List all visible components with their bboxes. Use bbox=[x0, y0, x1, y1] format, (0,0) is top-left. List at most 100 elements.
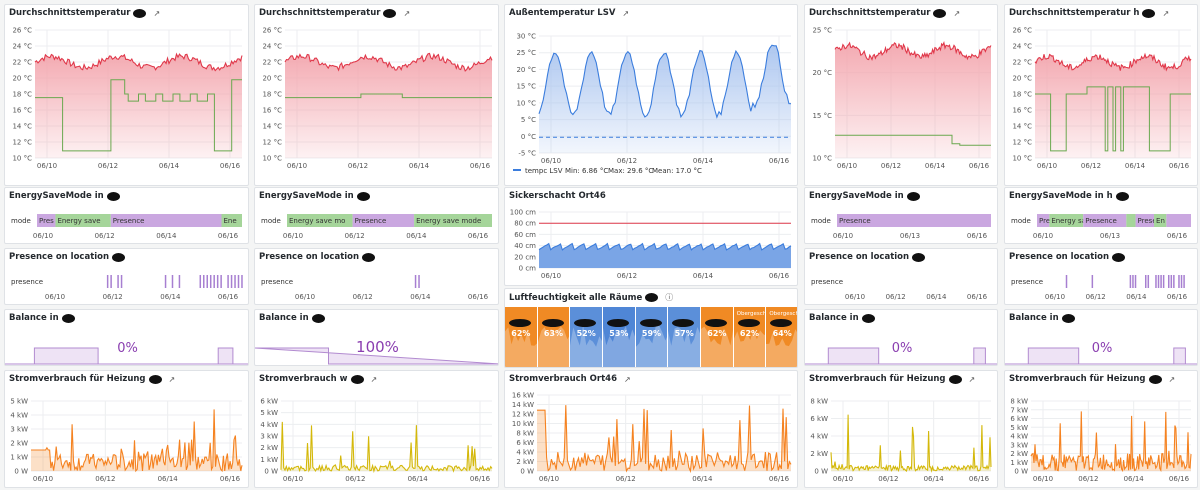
state-segment[interactable]: Ene bbox=[221, 214, 243, 227]
external-link-icon[interactable]: ↗ bbox=[403, 8, 411, 18]
external-link-icon[interactable]: ↗ bbox=[1168, 374, 1176, 384]
panel-title[interactable]: EnergySaveMode in h bbox=[1009, 191, 1129, 201]
panel-title[interactable]: Presence on location bbox=[259, 252, 376, 262]
state-segment[interactable]: Energy sa bbox=[1049, 214, 1086, 227]
state-segment[interactable]: Presence bbox=[110, 214, 222, 227]
panel-bal[interactable]: Balance in 0% bbox=[1004, 309, 1198, 366]
panel-title[interactable]: Presence on location bbox=[1009, 252, 1126, 262]
panel-title[interactable]: Stromverbrauch für Heizung ↗ bbox=[9, 374, 175, 384]
panel-power[interactable]: Stromverbrauch für Heizung ↗ 5 kW 4 kW 3 kW 2… bbox=[4, 370, 249, 488]
tick-label: 06/10 bbox=[837, 162, 857, 170]
humidity-tile[interactable]: 52% bbox=[570, 307, 602, 367]
panel-bal[interactable]: Balance in 0% bbox=[804, 309, 998, 366]
external-link-icon[interactable]: ↗ bbox=[624, 374, 631, 384]
state-segment[interactable]: Presence bbox=[1083, 214, 1127, 227]
panel-title[interactable]: Balance in bbox=[809, 313, 875, 323]
external-link-icon[interactable]: ↗ bbox=[1162, 8, 1170, 18]
state-segment[interactable]: Presence bbox=[352, 214, 415, 227]
humidity-tile[interactable]: 57% bbox=[668, 307, 700, 367]
tick-label: 06/16 bbox=[967, 232, 988, 240]
panel-humid[interactable]: Luftfeuchtigkeit alle Räume ⓘ 62% 63% 52% 53%… bbox=[504, 288, 798, 368]
panel-title[interactable]: EnergySaveMode in bbox=[259, 191, 370, 201]
presence-mark bbox=[1173, 275, 1175, 288]
panel-title[interactable]: Sickerschacht Ort46 bbox=[509, 191, 606, 201]
tick-label: 06/12 bbox=[98, 162, 118, 170]
external-link-icon[interactable]: ↗ bbox=[168, 374, 176, 384]
level-chart: 100 cm 80 cm 60 cm 40 cm 20 cm 0 cm 06/10 06/12… bbox=[510, 209, 792, 280]
info-icon[interactable]: ⓘ bbox=[665, 293, 674, 302]
panel-title[interactable]: Durchschnittstemperatur h ↗ bbox=[1009, 8, 1169, 18]
panel-title[interactable]: Durchschnittstemperatur ↗ bbox=[9, 8, 160, 18]
panel-title[interactable]: Stromverbrauch w ↗ bbox=[259, 374, 377, 384]
panel-power[interactable]: Stromverbrauch w ↗ 6 kW 5 kW 4 kW 3 kW 2 kW 1 k… bbox=[254, 370, 499, 488]
panel-title[interactable]: Luftfeuchtigkeit alle Räume ⓘ bbox=[509, 292, 673, 303]
tick-label: 06/16 bbox=[218, 232, 239, 240]
state-segment[interactable]: Pre bbox=[1037, 214, 1050, 227]
panel-temp[interactable]: Durchschnittstemperatur ↗ 25 °C 20 °C 15 °C 1… bbox=[804, 4, 998, 186]
panel-temp[interactable]: Durchschnittstemperatur ↗ 26 °C 24 °C 22 °C 2… bbox=[4, 4, 249, 186]
external-link-icon[interactable]: ↗ bbox=[370, 374, 378, 384]
panel-title[interactable]: Balance in bbox=[9, 313, 75, 323]
tick-label: 06/10 bbox=[539, 475, 559, 483]
state-segment[interactable]: Energy save mo bbox=[287, 214, 353, 227]
panel-pres[interactable]: Presence on location presence 06/10 06/12 06… bbox=[254, 248, 499, 305]
humidity-tile[interactable]: 63% bbox=[537, 307, 570, 367]
humidity-value: 64% bbox=[772, 329, 792, 338]
panel-title[interactable]: Balance in bbox=[1009, 313, 1075, 323]
panel-temp[interactable]: Durchschnittstemperatur h ↗ 26 °C 24 °C 22 °… bbox=[1004, 4, 1198, 186]
panel-sicker[interactable]: Sickerschacht Ort46 100 cm 80 cm 60 cm 40 cm… bbox=[504, 187, 798, 286]
panel-pres[interactable]: Presence on location presence 06/10 06/12 06… bbox=[804, 248, 998, 305]
humidity-tile[interactable]: 53% bbox=[603, 307, 635, 367]
state-segment[interactable]: Energy save mode bbox=[414, 214, 492, 227]
humidity-tile[interactable]: Obergesch 62% bbox=[733, 307, 766, 367]
tick-label: 2 kW bbox=[810, 450, 828, 458]
humidity-tile[interactable]: 62% bbox=[505, 307, 537, 367]
panel-mode[interactable]: EnergySaveMode in mode Energy save mo Prese… bbox=[254, 187, 499, 244]
panel-title[interactable]: Stromverbrauch für Heizung ↗ bbox=[809, 374, 975, 384]
external-link-icon[interactable]: ↗ bbox=[622, 8, 630, 18]
state-segment[interactable] bbox=[1126, 214, 1136, 227]
state-segment[interactable]: Prese bbox=[1135, 214, 1157, 227]
panel-title[interactable]: Stromverbrauch Ort46 ↗ bbox=[509, 374, 631, 384]
presence-mark bbox=[1132, 275, 1134, 288]
panel-bal[interactable]: Balance in 0% bbox=[4, 309, 249, 366]
panel-title[interactable]: Durchschnittstemperatur ↗ bbox=[809, 8, 960, 18]
external-link-icon[interactable]: ↗ bbox=[153, 8, 161, 18]
panel-title[interactable]: Stromverbrauch für Heizung ↗ bbox=[1009, 374, 1175, 384]
panel-power[interactable]: Stromverbrauch für Heizung ↗ 8 kW 6 kW 4 kW 2… bbox=[804, 370, 998, 488]
external-link-icon[interactable]: ↗ bbox=[968, 374, 976, 384]
panel-title[interactable]: Durchschnittstemperatur ↗ bbox=[259, 8, 410, 18]
panel-temp[interactable]: Außentemperatur LSV ↗ 30 °C 25 °C 20 °C 15 °C… bbox=[504, 4, 798, 186]
panel-title[interactable]: EnergySaveMode in bbox=[809, 191, 920, 201]
power-line bbox=[280, 421, 493, 474]
panel-title[interactable]: Außentemperatur LSV ↗ bbox=[509, 8, 629, 18]
panel-bal[interactable]: Balance in 100% bbox=[254, 309, 499, 366]
panel-power[interactable]: Stromverbrauch Ort46 ↗ 16 kW 14 kW 12 kW 10 k… bbox=[504, 370, 798, 488]
panel-power[interactable]: Stromverbrauch für Heizung ↗ 8 kW 7 kW 6 kW 5… bbox=[1004, 370, 1198, 488]
presence-mark bbox=[234, 275, 236, 288]
tick-label: Prese bbox=[1138, 217, 1157, 225]
tick-label: 06/14 bbox=[406, 232, 427, 240]
state-segment[interactable]: Presence bbox=[837, 214, 991, 227]
panel-mode[interactable]: EnergySaveMode in mode Pres Energy save Pres… bbox=[4, 187, 249, 244]
panel-pres[interactable]: Presence on location presence 06/10 06/12 06… bbox=[1004, 248, 1198, 305]
panel-title[interactable]: Balance in bbox=[259, 313, 325, 323]
state-segment[interactable]: Pres bbox=[37, 214, 56, 227]
panel-mode[interactable]: EnergySaveMode in mode Presence 06/10 06/13 0… bbox=[804, 187, 998, 244]
setpoint-line bbox=[835, 134, 991, 146]
humidity-tile[interactable]: 62% bbox=[701, 307, 733, 367]
panel-title[interactable]: Presence on location bbox=[9, 252, 126, 262]
panel-title[interactable]: EnergySaveMode in bbox=[9, 191, 120, 201]
state-segment[interactable]: En bbox=[1154, 214, 1167, 227]
state-segment[interactable]: Energy save bbox=[55, 214, 111, 227]
external-link-icon[interactable]: ↗ bbox=[953, 8, 961, 18]
panel-mode[interactable]: EnergySaveMode in h mode Pre Energy sa Prese… bbox=[1004, 187, 1198, 244]
humidity-tile[interactable]: 59% bbox=[635, 307, 668, 367]
humidity-tile[interactable]: Obergesch 64% bbox=[766, 307, 797, 367]
panel-title[interactable]: Presence on location bbox=[809, 252, 926, 262]
state-segment[interactable] bbox=[1166, 214, 1191, 227]
panel-temp[interactable]: Durchschnittstemperatur ↗ 26 °C 24 °C 22 °C 2… bbox=[254, 4, 499, 186]
tick-label: 16 °C bbox=[1012, 107, 1032, 115]
panel-pres[interactable]: Presence on location presence 06/10 06/12 06… bbox=[4, 248, 249, 305]
